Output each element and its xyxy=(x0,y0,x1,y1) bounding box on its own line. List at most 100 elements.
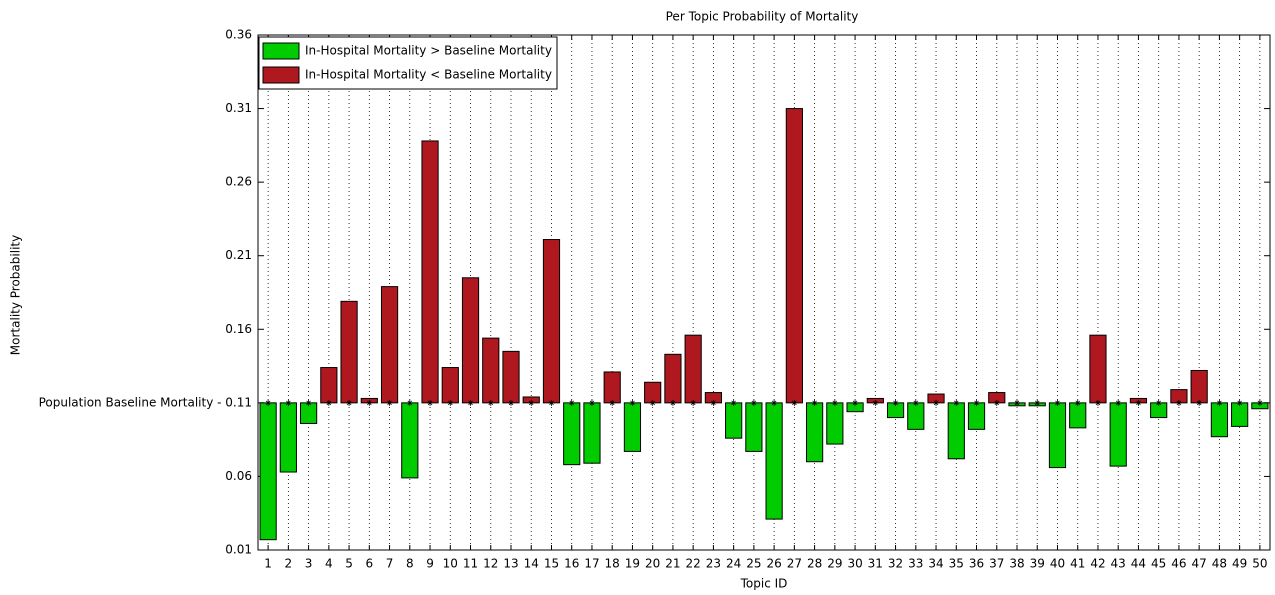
x-tick-label: 6 xyxy=(365,557,373,571)
x-tick-label: 35 xyxy=(949,557,964,571)
baseline-marker xyxy=(710,399,717,406)
bar xyxy=(461,277,480,404)
baseline-marker xyxy=(325,399,332,406)
bar xyxy=(785,108,803,404)
x-tick-label: 1 xyxy=(264,557,272,571)
bar xyxy=(907,402,925,430)
baseline-marker xyxy=(1074,399,1081,406)
x-tick-label: 23 xyxy=(706,557,721,571)
plot-frame xyxy=(257,34,1271,551)
bar xyxy=(765,402,783,520)
x-tick-label: 41 xyxy=(1070,557,1085,571)
bar xyxy=(947,402,965,460)
x-tick-label: 10 xyxy=(443,557,458,571)
x-tick-label: 33 xyxy=(908,557,923,571)
bar xyxy=(279,402,297,473)
x-tick-label: 16 xyxy=(564,557,579,571)
x-tick-label: 28 xyxy=(807,557,822,571)
baseline-marker xyxy=(1034,399,1041,406)
x-tick-label: 21 xyxy=(665,557,680,571)
baseline-marker xyxy=(912,399,919,406)
baseline-marker xyxy=(629,399,636,406)
x-tick-label: 14 xyxy=(524,557,539,571)
baseline-marker xyxy=(730,399,737,406)
x-tick-label: 13 xyxy=(503,557,518,571)
baseline-marker xyxy=(568,399,575,406)
x-tick-label: 47 xyxy=(1192,557,1207,571)
baseline-marker xyxy=(811,399,818,406)
x-axis-label: Topic ID xyxy=(740,577,788,591)
x-tick-label: 5 xyxy=(345,557,353,571)
bar xyxy=(502,350,520,404)
bar xyxy=(623,402,642,452)
baseline-marker xyxy=(1196,399,1203,406)
bar xyxy=(542,239,561,404)
baseline-marker xyxy=(892,399,899,406)
baseline-marker xyxy=(528,399,535,406)
baseline-marker xyxy=(750,399,757,406)
x-tick-label: 31 xyxy=(868,557,883,571)
x-tick-label: 36 xyxy=(969,557,984,571)
legend-label: In-Hospital Mortality < Baseline Mortali… xyxy=(305,68,552,82)
x-tick-label: 37 xyxy=(989,557,1004,571)
x-tick-label: 22 xyxy=(686,557,701,571)
bar xyxy=(421,140,439,404)
bar xyxy=(441,367,459,404)
y-tick-label: 0.01 xyxy=(225,543,252,557)
bar xyxy=(300,402,318,424)
x-tick-label: 29 xyxy=(827,557,842,571)
baseline-marker xyxy=(953,399,960,406)
baseline-marker xyxy=(993,399,1000,406)
x-tick-label: 9 xyxy=(426,557,434,571)
legend-swatch xyxy=(262,66,300,84)
x-tick-label: 40 xyxy=(1050,557,1065,571)
baseline-marker xyxy=(508,399,514,406)
baseline-marker xyxy=(427,399,434,406)
bar xyxy=(401,402,419,479)
bar xyxy=(320,367,338,404)
baseline-marker xyxy=(1094,399,1101,406)
legend-swatch xyxy=(262,42,300,60)
bar xyxy=(684,334,702,404)
baseline-marker xyxy=(305,399,312,406)
bar xyxy=(482,337,500,404)
x-tick-label: 48 xyxy=(1212,557,1227,571)
baseline-marker xyxy=(690,399,697,406)
x-tick-label: 39 xyxy=(1030,557,1045,571)
y-tick-label: 0.26 xyxy=(225,175,252,189)
y-tick-label: 0.21 xyxy=(225,248,252,262)
x-tick-label: 3 xyxy=(305,557,313,571)
bar xyxy=(563,402,581,466)
y-tick-label: Population Baseline Mortality - 0.11 xyxy=(39,395,252,409)
baseline-marker xyxy=(548,399,555,406)
baseline-marker xyxy=(1155,399,1162,406)
baseline-marker xyxy=(265,399,272,406)
x-tick-label: 4 xyxy=(325,557,333,571)
x-tick-label: 45 xyxy=(1151,557,1166,571)
baseline-marker xyxy=(791,399,798,406)
baseline-marker xyxy=(771,399,778,406)
baseline-marker xyxy=(1014,399,1020,406)
bar xyxy=(806,402,824,463)
baseline-marker xyxy=(406,399,413,406)
bar xyxy=(1109,402,1127,467)
y-tick-label: 0.16 xyxy=(225,322,252,336)
baseline-marker xyxy=(1135,399,1142,406)
chart-title: Per Topic Probability of Mortality xyxy=(666,10,859,24)
x-tick-label: 19 xyxy=(625,557,640,571)
y-tick-label: 0.31 xyxy=(225,101,252,115)
baseline-marker xyxy=(973,399,980,406)
bar xyxy=(644,381,662,404)
x-tick-label: 49 xyxy=(1232,557,1247,571)
baseline-marker xyxy=(1054,399,1061,406)
x-tick-label: 38 xyxy=(1009,557,1024,571)
baseline-marker xyxy=(487,399,494,406)
bar xyxy=(1069,402,1087,429)
baseline-marker xyxy=(1216,399,1223,406)
bar xyxy=(1210,402,1228,438)
bar xyxy=(664,353,682,404)
bar xyxy=(603,371,621,404)
y-tick-label: 0.06 xyxy=(225,469,252,483)
x-tick-label: 7 xyxy=(386,557,394,571)
